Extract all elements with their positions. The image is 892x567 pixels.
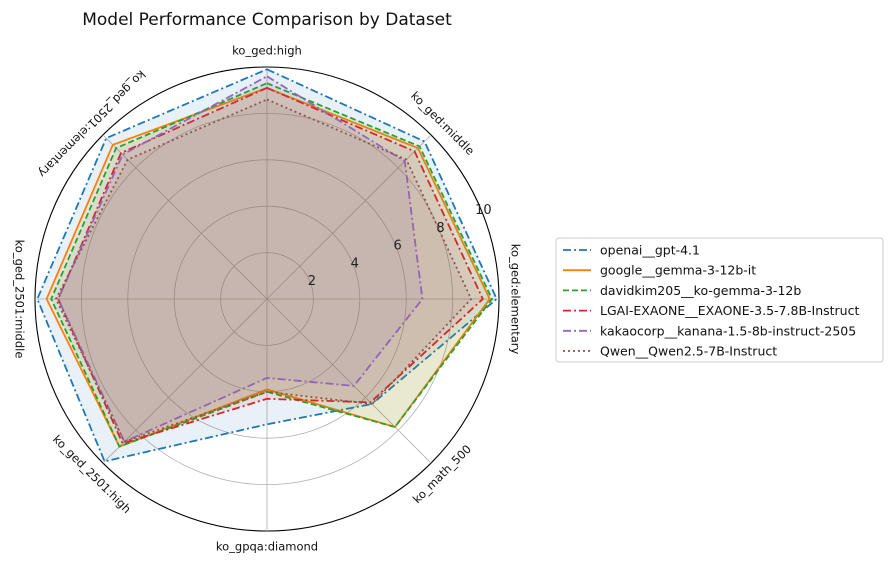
series-line xyxy=(36,68,498,463)
angular-gridline xyxy=(266,298,432,464)
axis-label: ko_ged_2501:middle xyxy=(13,240,27,359)
series-line xyxy=(54,98,473,443)
radial-tick-label: 8 xyxy=(436,221,444,236)
angular-gridline xyxy=(102,298,268,464)
legend-label: davidkim205__ko-gemma-3-12b xyxy=(600,283,801,298)
axis-label: ko_ged:high xyxy=(232,44,302,58)
radial-tick-label: 6 xyxy=(393,239,401,254)
radar-grid xyxy=(34,66,500,532)
legend-frame xyxy=(555,237,884,363)
radar-series xyxy=(36,68,498,463)
legend-label: kakaocorp__kanana-1.5-8b-instruct-2505 xyxy=(600,323,856,338)
series-line xyxy=(45,86,491,448)
series-fill xyxy=(55,99,472,442)
chart-title: Model Performance Comparison by Dataset xyxy=(82,10,452,30)
chart-legend: openai__gpt-4.1 google__gemma-3-12b-itdav… xyxy=(555,237,884,363)
angular-gridline xyxy=(266,134,432,300)
radial-tick-labels: 2 4 6 8 10 xyxy=(308,203,492,289)
series-fill xyxy=(58,76,423,442)
axis-label: ko_ged:elementary xyxy=(509,244,523,355)
angular-gridline xyxy=(102,134,268,300)
legend-label: google__gemma-3-12b-it xyxy=(600,263,756,278)
axis-label: ko_gpqa:diamond xyxy=(216,540,318,554)
series-line xyxy=(57,86,484,445)
radial-tick-label: 4 xyxy=(351,256,359,271)
series-fill xyxy=(51,83,492,447)
legend-label: openai__gpt-4.1 xyxy=(600,243,700,258)
series-line xyxy=(50,82,494,448)
series-fill xyxy=(46,87,490,447)
series-fill xyxy=(58,87,483,444)
series-line xyxy=(57,75,424,443)
series-fill xyxy=(37,69,497,462)
legend-label: LGAI-EXAONE__EXAONE-3.5-7.8B-Instruct xyxy=(600,303,859,318)
radial-tick-label: 2 xyxy=(308,274,316,289)
radial-tick-label: 10 xyxy=(475,203,492,218)
legend-label: Qwen__Qwen2.5-7B-Instruct xyxy=(600,344,777,359)
